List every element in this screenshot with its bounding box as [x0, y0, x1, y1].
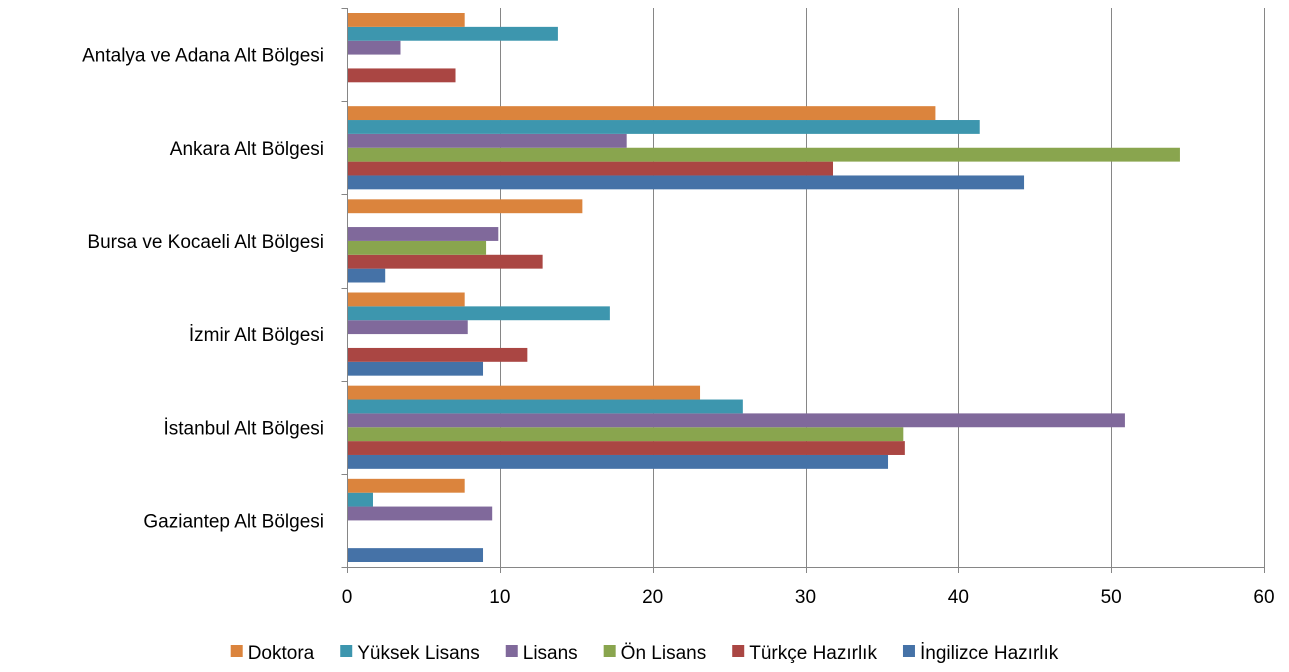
bar — [347, 161, 834, 176]
bar — [347, 441, 905, 455]
category-label: Ankara Alt Bölgesi — [170, 139, 324, 160]
x-tick-label: 50 — [1101, 587, 1122, 608]
legend-swatch — [505, 645, 518, 657]
bar — [347, 347, 528, 362]
bar — [347, 292, 465, 307]
category-label: Bursa ve Kocaeli Alt Bölgesi — [87, 232, 324, 253]
bar — [347, 399, 743, 414]
bar — [347, 106, 936, 121]
bar — [347, 175, 1025, 190]
bar — [347, 413, 1125, 428]
bar — [347, 147, 1180, 162]
bar — [347, 427, 904, 442]
bar — [347, 548, 484, 562]
legend-label: Lisans — [523, 643, 578, 664]
bar — [347, 268, 386, 283]
bar — [347, 199, 583, 214]
category-label: Antalya ve Adana Alt Bölgesi — [82, 46, 324, 67]
category-label: İzmir Alt Bölgesi — [189, 325, 324, 346]
x-tick-label: 10 — [489, 587, 510, 608]
bars — [347, 13, 1180, 562]
bar — [347, 68, 456, 83]
bar — [347, 120, 980, 134]
bar — [347, 492, 373, 507]
bar — [347, 478, 465, 493]
bar — [347, 306, 610, 321]
bar — [347, 320, 468, 335]
bar — [347, 361, 484, 376]
legend: Doktora Yüksek Lisans Lisans Ön Lisans Türkç… — [230, 643, 1059, 664]
x-tick-label: 40 — [948, 587, 969, 608]
category-label: İstanbul Alt Bölgesi — [163, 418, 324, 439]
x-tick-label: 20 — [642, 587, 663, 608]
bar — [347, 506, 493, 521]
legend-swatch — [902, 645, 915, 657]
x-tick-label: 30 — [795, 587, 816, 608]
bar — [347, 254, 543, 269]
bar — [347, 133, 627, 148]
legend-label: İngilizce Hazırlık — [920, 643, 1059, 664]
legend-label: Türkçe Hazırlık — [749, 643, 877, 664]
axis-labels: 0 10 20 30 40 50 60 Gaziantep Alt Bölgesi İstanb… — [82, 46, 1274, 608]
bar — [347, 454, 889, 469]
x-tick-label: 60 — [1253, 587, 1274, 608]
legend-swatch — [732, 645, 745, 657]
gridlines — [500, 8, 1265, 567]
legend-swatch — [603, 645, 616, 657]
legend-label: Yüksek Lisans — [357, 643, 480, 664]
bar — [347, 26, 558, 41]
legend-swatch — [230, 645, 243, 657]
axes — [341, 8, 1265, 573]
bar — [347, 13, 465, 27]
bar — [347, 240, 487, 255]
legend-label: Doktora — [248, 643, 315, 664]
legend-swatch — [340, 645, 353, 657]
legend-label: Ön Lisans — [621, 643, 707, 664]
x-tick-label: 0 — [342, 587, 353, 608]
category-label: Gaziantep Alt Bölgesi — [143, 511, 324, 532]
bar — [347, 385, 701, 400]
bar — [347, 40, 401, 55]
bar — [347, 227, 499, 241]
